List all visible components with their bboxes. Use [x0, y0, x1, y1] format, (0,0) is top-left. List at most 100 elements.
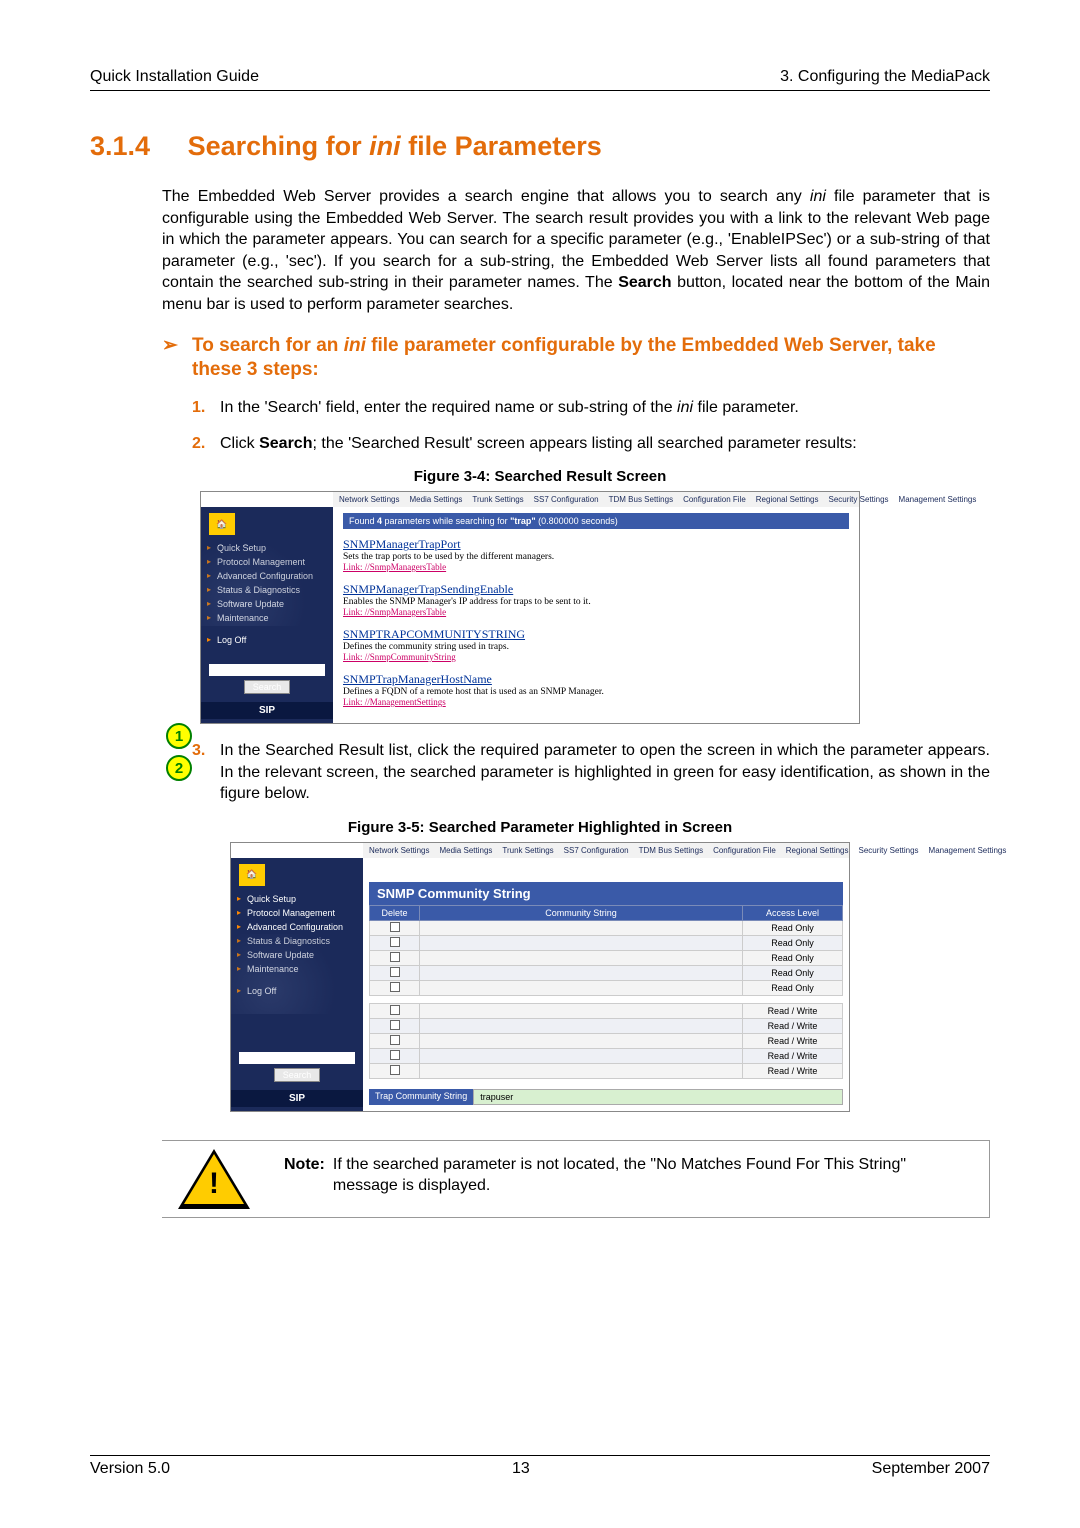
access-level: Read Only — [743, 935, 843, 950]
checkbox[interactable] — [390, 1005, 400, 1015]
menu-item[interactable]: Security Settings — [859, 846, 919, 855]
figure2-caption: Figure 3-5: Searched Parameter Highlight… — [90, 819, 990, 836]
checkbox[interactable] — [390, 952, 400, 962]
menu-item[interactable]: Configuration File — [713, 846, 776, 855]
menu-item[interactable]: TDM Bus Settings — [609, 495, 673, 504]
result-link[interactable]: Link: //SnmpCommunityString — [343, 652, 849, 662]
step-list-2: 3. In the Searched Result list, click th… — [192, 740, 990, 805]
trap-label: Trap Community String — [369, 1089, 473, 1105]
result-title[interactable]: SNMPManagerTrapPort — [343, 537, 849, 552]
menu-item[interactable]: Regional Settings — [786, 846, 849, 855]
sidebar-item[interactable]: Status & Diagnostics — [201, 583, 333, 597]
intro-paragraph: The Embedded Web Server provides a searc… — [162, 186, 990, 316]
th-string: Community String — [420, 905, 743, 920]
trap-value[interactable]: trapuser — [473, 1089, 843, 1105]
sidebar-logoff[interactable]: Log Off — [201, 633, 333, 647]
table-row: Read Only — [370, 950, 843, 965]
checkbox[interactable] — [390, 1065, 400, 1075]
menu-item[interactable]: Trunk Settings — [472, 495, 523, 504]
menu-item[interactable]: Configuration File — [683, 495, 746, 504]
menu-item[interactable]: Regional Settings — [756, 495, 819, 504]
access-level: Read / Write — [743, 1048, 843, 1063]
table-row: Read / Write — [370, 1003, 843, 1018]
search-result: SNMPManagerTrapSendingEnable Enables the… — [343, 582, 849, 617]
access-level: Read Only — [743, 965, 843, 980]
menu-item[interactable]: Network Settings — [369, 846, 429, 855]
sidebar-item[interactable]: Protocol Management — [201, 555, 333, 569]
step-3: 3. In the Searched Result list, click th… — [192, 740, 990, 805]
note-text: If the searched parameter is not located… — [333, 1155, 971, 1203]
sidebar-item[interactable]: Advanced Configuration — [231, 920, 363, 934]
menu-item[interactable]: Management Settings — [899, 495, 977, 504]
sidebar-logoff[interactable]: Log Off — [231, 984, 363, 998]
result-desc: Defines a FQDN of a remote host that is … — [343, 687, 849, 697]
para-bold: Search — [618, 274, 671, 291]
search-input[interactable] — [209, 664, 325, 676]
menu-item[interactable]: TDM Bus Settings — [639, 846, 703, 855]
result-link[interactable]: Link: //SnmpManagersTable — [343, 607, 849, 617]
sub-heading: To search for an ini file parameter conf… — [192, 334, 990, 383]
sidebar-item[interactable]: Maintenance — [201, 611, 333, 625]
sidebar-item[interactable]: Protocol Management — [231, 906, 363, 920]
header-left: Quick Installation Guide — [90, 68, 259, 86]
header-right: 3. Configuring the MediaPack — [780, 68, 990, 86]
sidebar: 🏠 Quick Setup Protocol Management Advanc… — [201, 507, 333, 723]
sidebar-item[interactable]: Advanced Configuration — [201, 569, 333, 583]
search-button[interactable]: Search — [244, 680, 291, 694]
table-row: Read Only — [370, 980, 843, 995]
access-level: Read Only — [743, 950, 843, 965]
step-number: 2. — [192, 433, 220, 455]
menu-item[interactable]: Trunk Settings — [502, 846, 553, 855]
result-title[interactable]: SNMPManagerTrapSendingEnable — [343, 582, 849, 597]
sidebar-item[interactable]: Software Update — [201, 597, 333, 611]
community-table: Delete Community String Access Level Rea… — [369, 905, 843, 1079]
top-menu: Network Settings Media Settings Trunk Se… — [333, 492, 859, 507]
snmp-panel: SNMP Community String Delete Community S… — [363, 858, 849, 1111]
sip-label: SIP — [231, 1090, 363, 1107]
search-area: Search — [201, 656, 333, 702]
checkbox[interactable] — [390, 922, 400, 932]
menu-item[interactable]: Security Settings — [829, 495, 889, 504]
t-bold: Search — [259, 435, 312, 452]
section-title-post: file Parameters — [401, 131, 602, 161]
checkbox[interactable] — [390, 1035, 400, 1045]
menu-item[interactable]: Media Settings — [439, 846, 492, 855]
checkbox[interactable] — [390, 982, 400, 992]
menu-item[interactable]: SS7 Configuration — [534, 495, 599, 504]
result-desc: Enables the SNMP Manager's IP address fo… — [343, 597, 849, 607]
result-title[interactable]: SNMPTrapManagerHostName — [343, 672, 849, 687]
para-em: ini — [810, 188, 826, 205]
t: In the 'Search' field, enter the require… — [220, 399, 677, 416]
step-list: 1. In the 'Search' field, enter the requ… — [192, 397, 990, 454]
sub-text: To search for an — [192, 335, 344, 356]
search-result: SNMPTrapManagerHostName Defines a FQDN o… — [343, 672, 849, 707]
home-icon[interactable]: 🏠 — [239, 864, 265, 886]
sidebar-item[interactable]: Status & Diagnostics — [231, 934, 363, 948]
sidebar-item[interactable]: Software Update — [231, 948, 363, 962]
sidebar-item[interactable]: Quick Setup — [201, 541, 333, 555]
th-delete: Delete — [370, 905, 420, 920]
th-access: Access Level — [743, 905, 843, 920]
checkbox[interactable] — [390, 937, 400, 947]
search-result: SNMPManagerTrapPort Sets the trap ports … — [343, 537, 849, 572]
sidebar-item[interactable]: Quick Setup — [231, 892, 363, 906]
search-input[interactable] — [239, 1052, 355, 1064]
result-link[interactable]: Link: //SnmpManagersTable — [343, 562, 849, 572]
figure1-wrap: 1 2 Network Settings Media Settings Trun… — [200, 491, 990, 724]
menu-item[interactable]: Network Settings — [339, 495, 399, 504]
search-button[interactable]: Search — [274, 1068, 321, 1082]
result-link[interactable]: Link: //ManagementSettings — [343, 697, 849, 707]
menu-item[interactable]: Media Settings — [409, 495, 462, 504]
menu-item[interactable]: Management Settings — [929, 846, 1007, 855]
note-box: ! Note: If the searched parameter is not… — [162, 1140, 990, 1218]
checkbox[interactable] — [390, 1050, 400, 1060]
checkbox[interactable] — [390, 967, 400, 977]
sidebar-item[interactable]: Maintenance — [231, 962, 363, 976]
checkbox[interactable] — [390, 1020, 400, 1030]
result-title[interactable]: SNMPTRAPCOMMUNITYSTRING — [343, 627, 849, 642]
t-em: ini — [677, 399, 693, 416]
table-row: Read Only — [370, 965, 843, 980]
trap-row: Trap Community String trapuser — [369, 1089, 843, 1105]
menu-item[interactable]: SS7 Configuration — [564, 846, 629, 855]
home-icon[interactable]: 🏠 — [209, 513, 235, 535]
